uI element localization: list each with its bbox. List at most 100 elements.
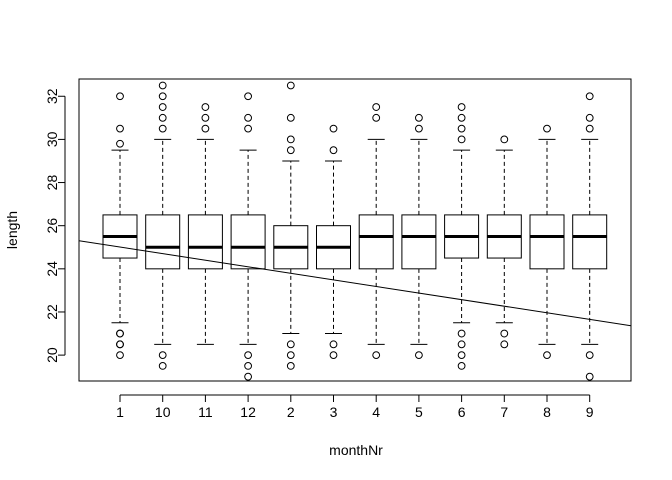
outlier-point	[201, 124, 210, 133]
outlier-point	[457, 340, 466, 349]
outlier-point	[158, 81, 167, 90]
outlier-point	[585, 372, 594, 381]
box-8	[529, 124, 565, 360]
outlier-point	[116, 340, 124, 349]
outlier-point	[244, 362, 253, 370]
outlier-point	[457, 329, 466, 338]
outlier-point	[585, 92, 594, 101]
outlier-point	[244, 124, 253, 133]
y-tick-label: 26	[44, 218, 60, 234]
box-iqr	[230, 214, 266, 270]
x-tick-label: 4	[372, 404, 380, 420]
x-tick-label: 11	[198, 404, 213, 420]
outlier-point	[244, 372, 253, 381]
box-series	[102, 81, 608, 381]
outlier-point	[329, 351, 338, 360]
outlier-point	[286, 340, 295, 349]
outlier-point	[457, 351, 466, 360]
box-6	[444, 103, 480, 370]
x-tick-label: 10	[155, 404, 171, 420]
outlier-point	[457, 113, 466, 122]
outlier-point	[329, 146, 338, 155]
outlier-point	[372, 113, 381, 122]
box-iqr	[358, 214, 394, 270]
outlier-point	[457, 362, 466, 370]
outlier-point	[158, 113, 167, 122]
outlier-point	[415, 124, 423, 133]
outlier-point	[244, 351, 253, 360]
y-axis: 20 22 24 26 28 30 32	[44, 88, 66, 363]
box-7	[486, 135, 522, 349]
box-12	[230, 92, 266, 381]
outlier-point	[286, 81, 295, 90]
outlier-point	[457, 103, 466, 111]
box-10	[145, 81, 181, 370]
outlier-point	[244, 113, 253, 122]
outlier-point	[329, 340, 338, 349]
box-4	[358, 103, 394, 360]
outlier-point	[116, 329, 124, 338]
y-tick-label: 22	[44, 304, 60, 320]
box-iqr	[145, 214, 181, 270]
box-5	[401, 113, 437, 360]
outlier-point	[158, 103, 167, 111]
x-tick-label: 5	[415, 404, 423, 420]
outlier-point	[116, 351, 124, 360]
x-axis: 1 10 11 12 2 3 4 5 6 7 8 9	[116, 394, 594, 420]
outlier-point	[415, 351, 423, 360]
y-tick-label: 30	[44, 131, 60, 147]
outlier-point	[585, 113, 594, 122]
outlier-point	[244, 92, 253, 101]
outlier-point	[158, 92, 167, 101]
outlier-point	[286, 113, 295, 122]
regression-layer	[79, 240, 631, 327]
outlier-point	[158, 124, 167, 133]
x-tick-label: 8	[543, 404, 551, 420]
y-tick-label: 20	[44, 347, 60, 363]
outlier-point	[543, 351, 551, 360]
box-2	[273, 81, 309, 370]
outlier-point	[158, 351, 167, 360]
y-axis-title: length	[4, 211, 20, 249]
outlier-point	[116, 139, 124, 148]
plot-area-frame	[78, 78, 632, 382]
outlier-point	[500, 329, 509, 338]
outlier-point	[158, 362, 167, 370]
outlier-point	[201, 103, 210, 111]
y-tick-label: 28	[44, 175, 60, 191]
box-iqr	[529, 214, 565, 270]
outlier-point	[329, 124, 338, 133]
box-iqr	[572, 214, 608, 270]
outlier-point	[457, 135, 466, 144]
y-tick-label: 24	[44, 261, 60, 277]
outlier-point	[415, 113, 423, 122]
outlier-point	[116, 124, 124, 133]
x-axis-title: monthNr	[329, 442, 383, 458]
outlier-point	[457, 124, 466, 133]
outlier-point	[500, 135, 509, 144]
outlier-point	[286, 146, 295, 155]
x-tick-label: 9	[586, 404, 594, 420]
outlier-point	[500, 340, 509, 349]
outlier-point	[286, 362, 295, 370]
box-3	[316, 124, 351, 360]
x-tick-label: 1	[116, 404, 124, 420]
outlier-point	[585, 124, 594, 133]
box-9	[572, 92, 608, 381]
outlier-point	[372, 103, 381, 111]
x-tick-label: 6	[458, 404, 466, 420]
outlier-point	[116, 92, 124, 101]
y-tick-label: 32	[44, 88, 60, 104]
x-tick-label: 3	[330, 404, 338, 420]
x-tick-label: 12	[240, 404, 256, 420]
x-tick-label: 2	[287, 404, 295, 420]
box-11	[187, 103, 223, 345]
box-iqr	[187, 214, 223, 270]
outlier-point	[286, 135, 295, 144]
outlier-point	[286, 351, 295, 360]
box-1	[102, 92, 138, 360]
outlier-point	[543, 124, 551, 133]
outlier-point	[201, 113, 210, 122]
outlier-point	[372, 351, 381, 360]
